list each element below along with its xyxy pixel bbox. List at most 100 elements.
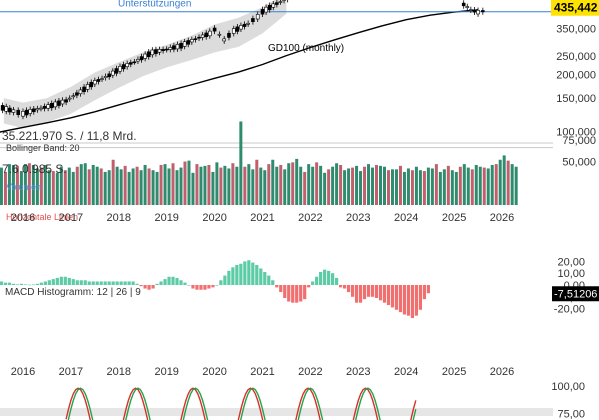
candle — [111, 68, 115, 79]
macd-bar — [23, 284, 27, 286]
volume-bar — [195, 164, 199, 205]
macd-bar — [99, 281, 103, 285]
volume-bar — [175, 170, 179, 205]
macd-bar — [59, 276, 63, 285]
volume-bar — [379, 165, 383, 205]
candle — [251, 15, 255, 25]
volume-bar — [490, 164, 494, 205]
macd-bar — [390, 285, 395, 308]
volume-bar — [311, 166, 315, 205]
candle — [11, 106, 16, 116]
candle — [267, 2, 272, 13]
macd-bar — [283, 285, 287, 298]
candle — [255, 11, 260, 22]
volume-bar — [454, 171, 458, 205]
candle — [103, 73, 108, 81]
macd-bar — [315, 276, 319, 285]
candle — [4, 103, 9, 115]
macd-bar — [279, 285, 283, 293]
volume-bar — [267, 164, 271, 205]
macd-bar — [259, 268, 263, 285]
volume-bar — [183, 161, 187, 205]
volume-bar — [223, 165, 227, 205]
candle — [150, 47, 155, 58]
macd-bar — [211, 285, 215, 288]
candle — [287, 0, 289, 3]
volume-bar — [331, 166, 335, 205]
x-tick-label: 2023 — [346, 212, 370, 224]
candle — [239, 22, 243, 33]
volume-bar — [351, 167, 355, 205]
macd-bar — [255, 264, 259, 285]
volume-bar — [255, 159, 259, 205]
macd-bar — [67, 277, 71, 285]
volume-bar — [243, 166, 247, 205]
volume-bar — [386, 170, 390, 205]
candle — [57, 98, 61, 109]
volume-bar — [239, 121, 243, 205]
volume-bar — [482, 167, 486, 205]
overlay-label-lines: Horizontale Linien — [6, 212, 78, 222]
macd-bar — [155, 283, 159, 285]
macd-bar — [159, 281, 163, 285]
volume-bar — [510, 164, 514, 205]
volume-bar — [319, 165, 323, 205]
candle — [118, 63, 122, 75]
macd-bar — [119, 281, 123, 285]
candles — [0, 0, 485, 120]
support-label: Unterstützungen — [118, 0, 191, 10]
price-tick-label: 350,000 — [556, 24, 596, 36]
candle — [67, 95, 72, 102]
x-tick-label: 2021 — [250, 366, 274, 378]
volume-y-axis: 75,000 50,000 — [562, 135, 596, 169]
candle — [197, 34, 201, 42]
macd-bar — [394, 285, 399, 310]
volume-bar — [339, 164, 343, 205]
stochastic-tick-label: 75,00 — [557, 409, 585, 420]
macd-bars — [0, 260, 430, 319]
volume-bar — [466, 167, 470, 205]
candle — [154, 46, 158, 57]
macd-bar — [339, 285, 343, 288]
macd-bar — [235, 264, 239, 285]
candle — [146, 49, 151, 60]
volume-bar — [303, 171, 307, 205]
volume-bars — [0, 121, 518, 205]
candle — [93, 77, 97, 87]
volume-bar — [211, 171, 215, 205]
candle — [212, 25, 217, 35]
macd-last-label: -7,51206 — [554, 288, 597, 300]
macd-panel: MACD Histogramm: 12 | 26 | 9 20,0010,000… — [0, 256, 599, 319]
volume-bar — [446, 165, 450, 205]
macd-bar — [382, 285, 387, 303]
candle — [0, 102, 5, 114]
macd-bar — [354, 285, 359, 303]
volume-bar — [55, 172, 59, 205]
volume-bar — [119, 169, 123, 205]
macd-bar — [135, 283, 139, 285]
volume-bar — [87, 169, 91, 205]
volume-bar — [91, 164, 95, 205]
macd-bar — [243, 261, 247, 285]
macd-bar — [147, 285, 151, 290]
macd-bar — [287, 285, 291, 302]
macd-bar — [47, 280, 51, 285]
candle — [193, 35, 198, 43]
macd-bar — [195, 285, 199, 290]
macd-bar — [107, 281, 111, 285]
volume-bar — [291, 162, 295, 205]
macd-last-badge — [552, 286, 599, 302]
candle — [100, 75, 104, 82]
price-y-axis: 350,000 250,000 200,000 150,000 100,000 — [556, 24, 596, 139]
candle — [46, 101, 50, 112]
macd-bar — [307, 285, 311, 288]
volume-bar — [402, 171, 406, 205]
candle — [132, 58, 137, 65]
candle — [53, 99, 58, 110]
volume-bar — [63, 170, 67, 205]
volume-bar — [135, 166, 139, 205]
macd-bar — [91, 281, 95, 285]
volume-bar — [71, 171, 75, 205]
volume-bar — [79, 164, 83, 205]
candle — [278, 0, 283, 5]
